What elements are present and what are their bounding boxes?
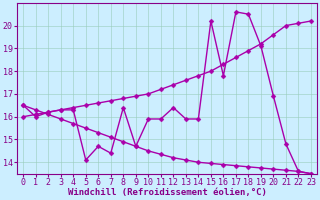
X-axis label: Windchill (Refroidissement éolien,°C): Windchill (Refroidissement éolien,°C) <box>68 188 267 197</box>
